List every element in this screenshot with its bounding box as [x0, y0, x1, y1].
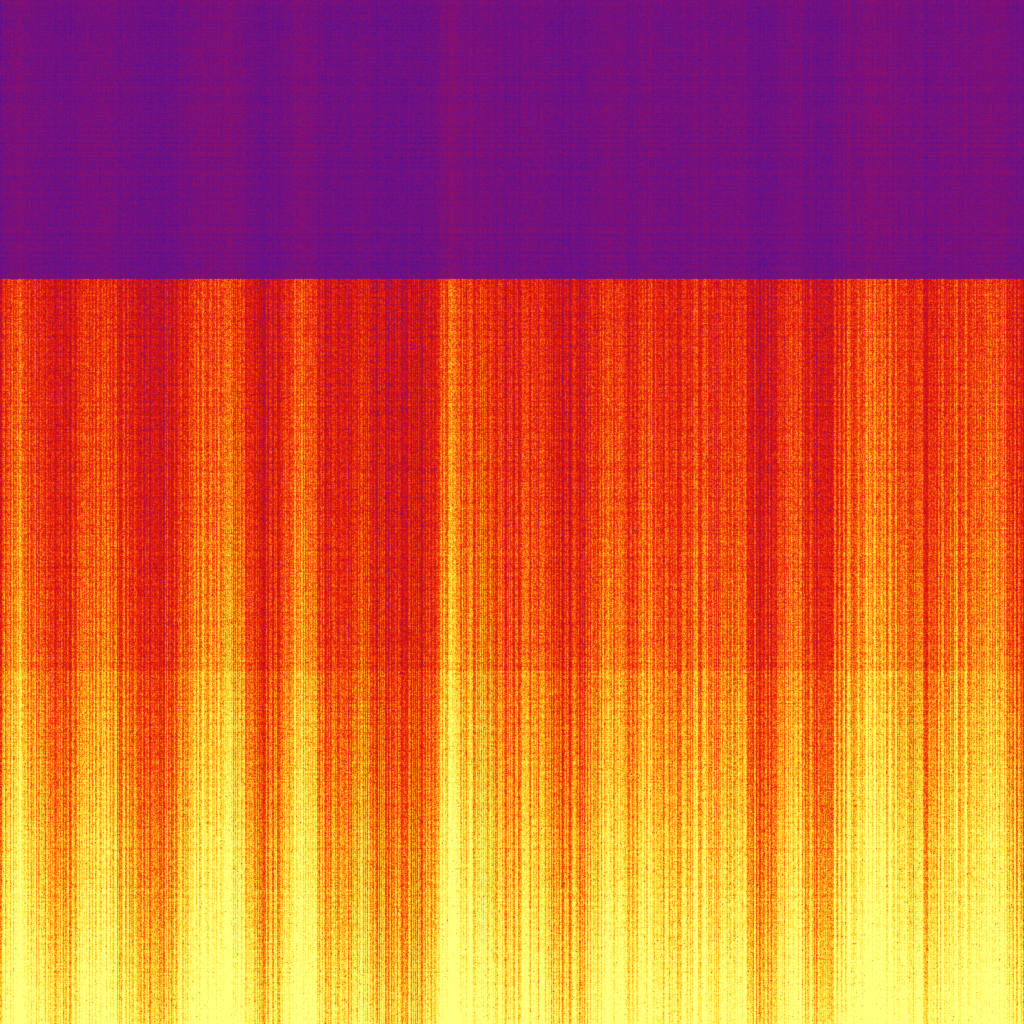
spectrogram-image — [0, 0, 1024, 1024]
